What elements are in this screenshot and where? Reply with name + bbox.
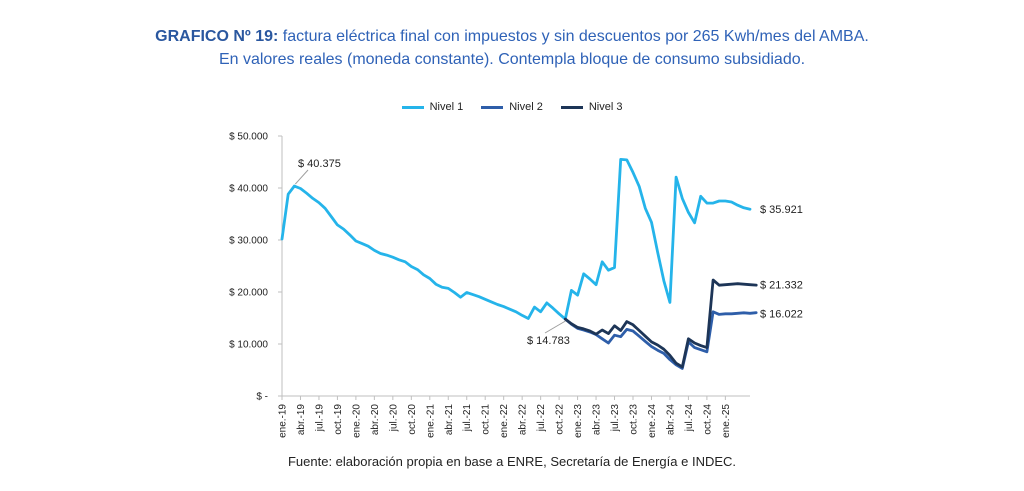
x-tick-label: ene.-19 [278, 404, 289, 438]
legend-label-nivel-3: Nivel 3 [588, 101, 623, 113]
legend-swatch-nivel-3 [560, 105, 583, 109]
x-tick-label: jul.-22 [536, 404, 547, 433]
legend-label-nivel-2: Nivel 2 [509, 101, 543, 113]
x-tick-label: jul.-20 [388, 404, 399, 433]
legend-item-nivel-3: Nivel 3 [560, 101, 623, 113]
x-tick-label: ene.-23 [573, 404, 584, 438]
y-tick-label: $ 20.000 [229, 288, 268, 299]
x-tick-label: abr.-23 [592, 404, 603, 436]
legend-item-nivel-2: Nivel 2 [481, 101, 543, 113]
x-tick-label: jul.-19 [314, 404, 325, 433]
x-tick-label: ene.-25 [721, 404, 732, 438]
x-tick-label: oct.-24 [702, 404, 713, 435]
x-tick-label: ene.-24 [647, 404, 658, 438]
chart-title-line1: factura eléctrica final con impuestos y … [278, 28, 869, 45]
x-tick-label: abr.-22 [518, 404, 529, 436]
annotation-label-low: $ 14.783 [527, 335, 570, 347]
annotation-label-peak: $ 40.375 [298, 158, 341, 170]
y-tick-label: $ 30.000 [229, 236, 268, 247]
legend-swatch-nivel-1 [401, 105, 424, 109]
annotation-leader-line [294, 169, 309, 185]
x-tick-label: oct.-23 [629, 404, 640, 435]
y-tick-label: $ 50.000 [229, 132, 268, 143]
x-tick-label: jul.-23 [610, 404, 621, 433]
x-tick-label: ene.-22 [499, 404, 510, 438]
x-tick-label: jul.-21 [462, 404, 473, 433]
x-tick-label: ene.-20 [351, 404, 362, 438]
source-note: Fuente: elaboración propia en base a ENR… [287, 454, 737, 469]
x-tick-label: abr.-20 [370, 404, 381, 436]
x-tick-label: oct.-20 [407, 404, 418, 435]
legend-swatch-nivel-2 [481, 105, 504, 109]
series-line-nivel-1 [280, 158, 752, 321]
x-tick-label: oct.-22 [555, 404, 566, 435]
series-line-nivel-3 [563, 278, 758, 369]
x-tick-label: abr.-19 [296, 404, 307, 436]
x-tick-label: ene.-21 [425, 404, 436, 438]
annotation-label-end: $ 21.332 [760, 280, 803, 292]
y-tick-label: $ 10.000 [229, 340, 268, 351]
annotation-label-end: $ 35.921 [760, 204, 803, 216]
chart-subtitle: En valores reales (moneda constante). Co… [218, 51, 806, 68]
chart-title: GRAFICO Nº 19: factura eléctrica final c… [0, 26, 1024, 48]
x-tick-label: abr.-24 [665, 404, 676, 436]
x-tick-label: abr.-21 [444, 404, 455, 436]
series-line-nivel-2 [563, 310, 758, 370]
legend-label-nivel-1: Nivel 1 [429, 101, 464, 113]
annotation-leader-line [544, 320, 566, 334]
chart-legend: Nivel 1 Nivel 2 Nivel 3 [0, 101, 1024, 113]
legend-item-nivel-1: Nivel 1 [401, 101, 464, 113]
x-tick-label: jul.-24 [684, 404, 695, 433]
y-tick-label: $ - [256, 392, 268, 403]
x-tick-label: oct.-19 [333, 404, 344, 435]
chart-title-bold: GRAFICO Nº 19: [155, 28, 279, 45]
y-tick-label: $ 40.000 [229, 184, 268, 195]
x-tick-label: oct.-21 [481, 404, 492, 435]
annotation-label-end: $ 16.022 [760, 308, 803, 320]
